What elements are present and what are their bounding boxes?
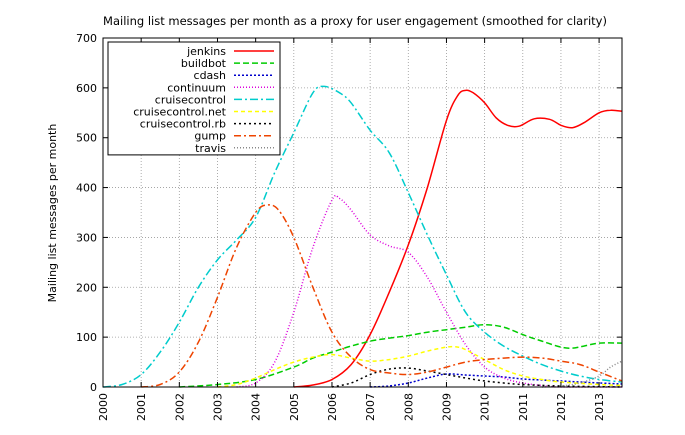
x-tick-label: 2012 — [555, 393, 568, 421]
y-tick-label: 400 — [76, 182, 97, 195]
y-tick-label: 200 — [76, 281, 97, 294]
legend-label: gump — [194, 130, 226, 143]
series-line-buildbot — [179, 323, 623, 388]
x-tick-label: 2001 — [135, 393, 148, 421]
chart-title: Mailing list messages per month as a pro… — [103, 14, 607, 28]
legend-label: buildbot — [181, 57, 227, 70]
x-tick-label: 2008 — [402, 393, 415, 421]
x-tick-label: 2005 — [288, 393, 301, 421]
legend-label: cdash — [194, 69, 227, 82]
y-tick-label: 500 — [76, 132, 97, 145]
series-line-cruisecontrol — [102, 85, 623, 388]
x-tick-label: 2002 — [173, 393, 186, 421]
y-tick-label: 100 — [76, 331, 97, 344]
x-tick-label: 2007 — [364, 393, 377, 421]
legend-label: cruisecontrol.rb — [140, 118, 226, 131]
legend-label: cruisecontrol.net — [133, 106, 226, 119]
axis-ticks: 0 100 200 300 400 500 600 700 2000 2001 2002 2003 20… — [76, 32, 622, 421]
legend-label: jenkins — [186, 45, 226, 58]
legend-label: travis — [195, 142, 226, 155]
legend: jenkinsbuildbotcdashcontinuumcruisecontr… — [107, 41, 281, 156]
series-line-gump — [141, 204, 623, 388]
y-tick-label: 300 — [76, 231, 97, 244]
x-tick-label: 2004 — [250, 393, 263, 421]
legend-label: cruisecontrol — [155, 93, 226, 106]
plot-frame — [102, 37, 623, 388]
series-line-jenkins — [293, 89, 623, 388]
x-tick-label: 2006 — [326, 393, 339, 421]
x-tick-label: 2010 — [479, 393, 492, 421]
x-tick-label: 2011 — [517, 393, 530, 421]
x-tick-label: 2000 — [97, 393, 110, 421]
legend-label: continuum — [167, 81, 226, 94]
x-tick-label: 2003 — [211, 393, 224, 421]
y-tick-label: 600 — [76, 82, 97, 95]
x-tick-label: 2009 — [440, 393, 453, 421]
series-line-continuum — [236, 194, 622, 388]
y-tick-label: 700 — [76, 32, 97, 45]
grid — [103, 38, 622, 387]
x-tick-label: 2013 — [593, 393, 606, 421]
y-tick-label: 0 — [90, 381, 97, 394]
series-line-cdash — [370, 373, 623, 388]
series-line-cruisecontrol-net — [217, 345, 623, 388]
y-axis-label: Mailing list messages per month — [46, 124, 59, 303]
series-line-travis — [541, 360, 623, 388]
